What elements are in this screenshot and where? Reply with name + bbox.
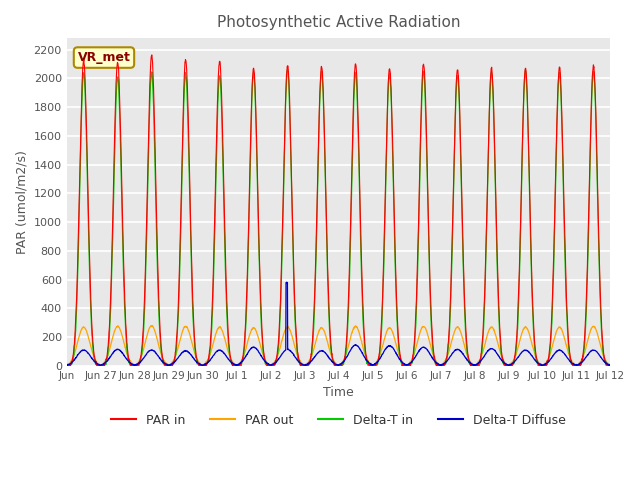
Legend: PAR in, PAR out, Delta-T in, Delta-T Diffuse: PAR in, PAR out, Delta-T in, Delta-T Dif…: [106, 409, 572, 432]
Text: VR_met: VR_met: [77, 51, 131, 64]
X-axis label: Time: Time: [323, 386, 354, 399]
Title: Photosynthetic Active Radiation: Photosynthetic Active Radiation: [217, 15, 460, 30]
Y-axis label: PAR (umol/m2/s): PAR (umol/m2/s): [15, 150, 28, 254]
